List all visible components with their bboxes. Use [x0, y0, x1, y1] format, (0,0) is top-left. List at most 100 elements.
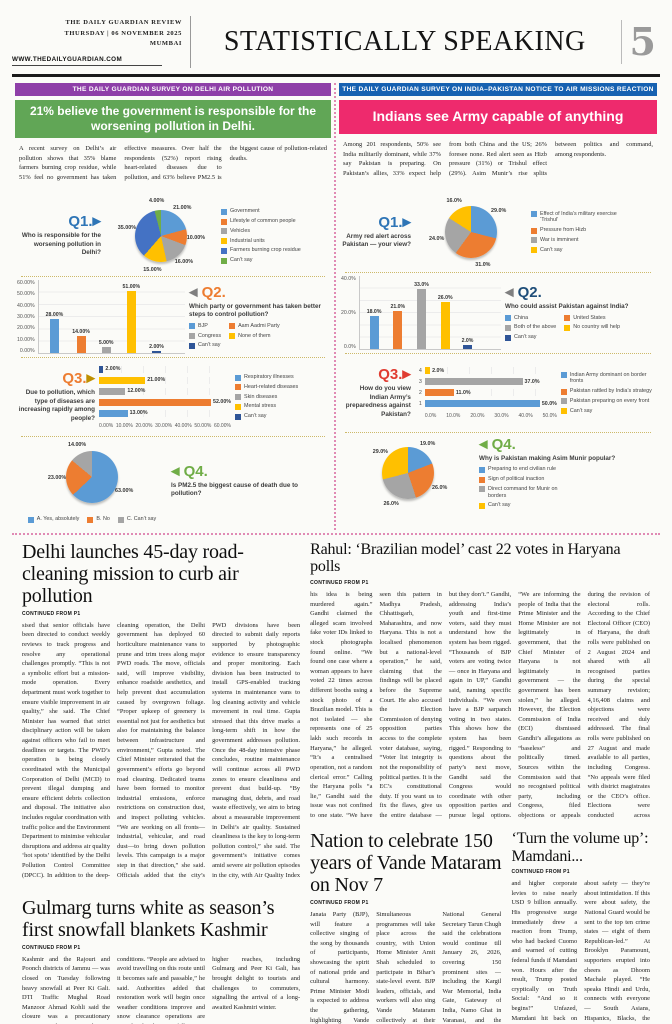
hbar-track: 37.0% — [424, 378, 557, 385]
pie-percent-label: 29.0% — [490, 207, 507, 214]
legend-item: Can’t say — [560, 408, 655, 415]
y-axis-tick: 10.00% — [17, 336, 35, 343]
masthead: THE DAILY GUARDIAN REVIEW THURSDAY | 06 … — [12, 14, 660, 70]
column-chart-r2: 40.0% 20.0% 0.0% 18.0% 21.0% 33.0% 26.0% 2.0% — [341, 276, 501, 350]
legend-label: Respiratory illnesses — [244, 374, 294, 381]
hbar-row: 12.00% — [99, 387, 231, 395]
legend-item: China — [505, 315, 556, 322]
question-block-l1: Q1.▶ Who is responsible for the worsenin… — [15, 196, 331, 276]
y-axis-tick: 0.00% — [19, 347, 35, 354]
legend-item: B. No — [87, 516, 110, 523]
chart-legend-r1: Effect of India’s military exercise ‘Tri… — [531, 211, 628, 254]
article-body: and higher corporate levies to raise nea… — [511, 880, 650, 1022]
legend-label: None of them — [238, 332, 271, 339]
article-headline: Gulmarg turns white as season’s first sn… — [22, 896, 275, 941]
y-axis-tick: 40.0% — [341, 276, 356, 282]
masthead-divider — [190, 16, 191, 68]
article-headline: Delhi launches 45-day road-cleaning miss… — [22, 540, 244, 607]
question-text: Army red alert across Pakistan — your vi… — [342, 232, 411, 249]
legend-label: Mental stress — [244, 403, 277, 410]
legend-item: Farmers burning crop residue — [221, 247, 301, 254]
legend-marker — [235, 403, 241, 410]
question-block-r1: Q1.▶ Army red alert across Pakistan — yo… — [339, 192, 657, 272]
section-separator — [345, 272, 651, 273]
article-headline: Nation to celebrate 150 years of Vande M… — [310, 829, 502, 896]
survey-intro-delhi: A recent survey on Delhi’s air pollution… — [19, 145, 327, 181]
hbar-row: 21.00% — [99, 376, 231, 384]
hbar-fill — [424, 389, 454, 396]
legend-marker — [27, 516, 34, 523]
column-bar-group: 2.0% — [462, 276, 473, 349]
hbar-track: 11.0% — [424, 389, 557, 396]
legend-label: Congress — [198, 332, 222, 339]
question-number: Q3.▶ — [378, 366, 411, 383]
pie-percent-label: 21.00% — [173, 205, 192, 212]
legend-marker — [221, 247, 227, 254]
y-axis-tick: 20.0% — [341, 310, 356, 316]
hbar-category-label: 4 — [418, 367, 422, 374]
x-axis: 0.0% 10.0% 20.0% 30.0% 40.0% 50.0% — [425, 413, 557, 419]
legend-label: Industrial units — [230, 237, 265, 244]
paper-city: MUMBAI — [149, 40, 182, 48]
question-label-r3: Q3.▶ How do you view Indian Army’s prepa… — [341, 367, 411, 419]
legend-label: Pressure from Hizb — [540, 227, 587, 234]
article-rahul: Rahul: ‘Brazilian model’ cast 22 votes i… — [310, 541, 650, 822]
bar-value-label: 28.00% — [45, 311, 64, 318]
legend-label: China — [514, 314, 529, 321]
chart-legend-r4: Preparing to end civilian rule Sign of po… — [479, 466, 576, 509]
pie-chart-disc — [445, 206, 497, 258]
legend-item: Preparing to end civilian rule — [479, 466, 576, 473]
legend-label: Can’t say — [488, 502, 511, 509]
legend-label: Can’t say — [230, 257, 253, 263]
hbar-track: 2.0% — [424, 367, 557, 374]
arrow-right-icon: ▶ — [86, 372, 95, 385]
pie-percent-label: 19.0% — [420, 441, 436, 448]
bar-value-label: 50.0% — [541, 400, 557, 407]
legend-label: Pakistan rattled by India’s strategy — [569, 388, 652, 395]
legend-marker — [235, 374, 241, 381]
column-bar-group: 28.00% — [45, 280, 64, 353]
legend-marker — [189, 333, 195, 340]
legend-item: Respiratory illnesses — [235, 374, 298, 381]
legend-marker — [531, 237, 537, 244]
legend-label: Vehicles — [230, 227, 251, 234]
legend-item: Can’t say — [235, 413, 298, 420]
page-number-divider — [620, 20, 622, 64]
question-number: Q1.▶ — [68, 213, 101, 231]
x-axis-tick: 0.00% — [99, 422, 114, 429]
question-block-r3: Q3.▶ How do you view Indian Army’s prepa… — [339, 354, 657, 432]
legend-item: Can’t say — [531, 247, 628, 254]
question-text: Who could assist Pakistan against India? — [505, 303, 629, 311]
pie-percent-label: 31.0% — [475, 261, 491, 268]
section-separator — [345, 432, 651, 433]
legend-item: Vehicles — [221, 228, 301, 235]
legend-item: C. Can’t say — [117, 516, 156, 523]
y-axis-tick: 0.0% — [343, 344, 356, 350]
legend-item: Lifestyle of common people — [221, 218, 301, 225]
continued-kicker: CONTINUED FROM P1 — [310, 899, 369, 906]
question-text: Why is Pakistan making Asim Munir popula… — [479, 454, 616, 462]
legend-marker — [560, 388, 567, 395]
legend-marker — [221, 238, 227, 244]
hbar-fill — [99, 409, 128, 417]
pie-chart-disc — [382, 447, 434, 499]
survey-headline-india-pakistan: Indians see Army capable of anything — [339, 100, 657, 134]
chart-legend-r2: China United States Both of the above No co… — [505, 315, 620, 341]
legend-marker — [235, 384, 241, 391]
chart-legend-l4: A. Yes, absolutely B. No C. Can’t say — [27, 516, 156, 523]
y-axis-tick: 40.00% — [17, 302, 35, 309]
legend-label: B. No — [96, 516, 110, 522]
question-block-l4: 63.00% 23.00% 14.00% A. Yes, absolutely B. … — [15, 437, 331, 526]
pie-percent-label: 15.00% — [143, 266, 162, 273]
column-bar — [152, 350, 162, 353]
legend-marker — [505, 334, 511, 341]
question-label-l4: ◀ Q4. Is PM2.5 the biggest cause of deat… — [171, 464, 329, 499]
legend-marker — [221, 208, 227, 215]
legend-marker — [221, 228, 227, 235]
column-bar-group: 33.0% — [414, 276, 429, 349]
legend-item: Sign of political inaction — [479, 476, 576, 483]
hbar-category-label: 2 — [418, 389, 422, 396]
legend-item: Government — [221, 208, 301, 215]
article-gulmarg: Gulmarg turns white as season’s first sn… — [22, 897, 300, 1024]
